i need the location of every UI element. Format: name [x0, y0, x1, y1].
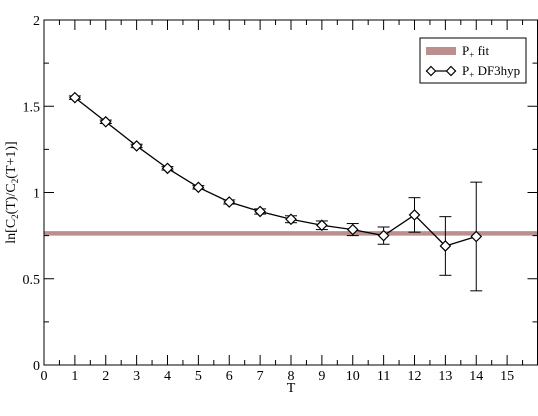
y-tick-label: 1 — [33, 187, 40, 202]
x-tick-label: 3 — [133, 369, 140, 384]
y-tick-label: 1.5 — [23, 100, 41, 115]
y-tick-label: 0.5 — [23, 273, 41, 288]
y-axis-label: ln[C2(T)/C2(T+1)] — [4, 141, 20, 243]
x-tick-label: 1 — [71, 369, 78, 384]
x-tick-label: 10 — [346, 369, 360, 384]
x-tick-label: 7 — [257, 369, 264, 384]
data-point — [69, 91, 81, 104]
legend: P+ fit P+ DF3hyp — [419, 37, 527, 84]
series-line — [74, 97, 477, 247]
series-layer — [68, 91, 483, 292]
data-point — [408, 209, 421, 221]
x-axis-label: T — [287, 381, 296, 396]
x-tick-label: 14 — [469, 369, 483, 384]
y-tick-label: 2 — [33, 14, 40, 29]
data-point — [223, 196, 236, 208]
data-point — [285, 213, 297, 226]
y-axis-label-sub2: 2 — [10, 179, 20, 184]
fit-band — [44, 231, 538, 236]
data-point — [346, 223, 359, 236]
legend-series-label-main: P — [462, 63, 469, 78]
x-tick-label: 0 — [41, 369, 48, 384]
x-tick-label: 13 — [438, 369, 452, 384]
x-tick-label: 8 — [288, 369, 295, 384]
x-tick-label: 6 — [226, 369, 233, 384]
y-axis-label-prefix: ln[C — [4, 219, 19, 244]
y-axis-label-mid: (T)/C — [4, 183, 19, 214]
legend-fit-swatch — [426, 47, 456, 55]
data-point — [377, 229, 390, 242]
data-point — [99, 115, 112, 128]
x-tick-label: 2 — [102, 369, 109, 384]
data-point — [470, 230, 483, 243]
legend-series-marker-left — [425, 65, 437, 77]
y-axis-label-sub1: 2 — [10, 214, 20, 219]
data-point — [316, 219, 328, 232]
data-point — [161, 162, 174, 175]
x-tick-label: 5 — [195, 369, 202, 384]
legend-fit-label: P+ fit — [462, 43, 490, 60]
x-tick-label: 15 — [500, 369, 514, 384]
y-tick-label: 0 — [33, 359, 40, 374]
data-point — [192, 181, 205, 194]
legend-fit-label-rest: fit — [474, 43, 489, 58]
legend-series-label-sub: + — [469, 70, 474, 80]
legend-series-swatch — [425, 65, 457, 77]
x-tick-label: 11 — [377, 369, 390, 384]
legend-fit-label-main: P — [462, 43, 469, 58]
x-tick-label: 12 — [408, 369, 422, 384]
data-point — [254, 205, 266, 218]
x-tick-label: 9 — [318, 369, 325, 384]
data-point — [130, 140, 143, 152]
legend-series-marker-right — [445, 65, 457, 77]
data-point — [439, 240, 452, 252]
fit-band-layer — [44, 231, 538, 236]
legend-series-label-rest: DF3hyp — [474, 63, 520, 78]
legend-series-label: P+ DF3hyp — [462, 63, 520, 80]
x-tick-label: 4 — [164, 369, 171, 384]
legend-fit-label-sub: + — [469, 50, 474, 60]
legend-box — [419, 37, 527, 84]
y-axis-label-suffix: (T+1)] — [4, 141, 19, 178]
